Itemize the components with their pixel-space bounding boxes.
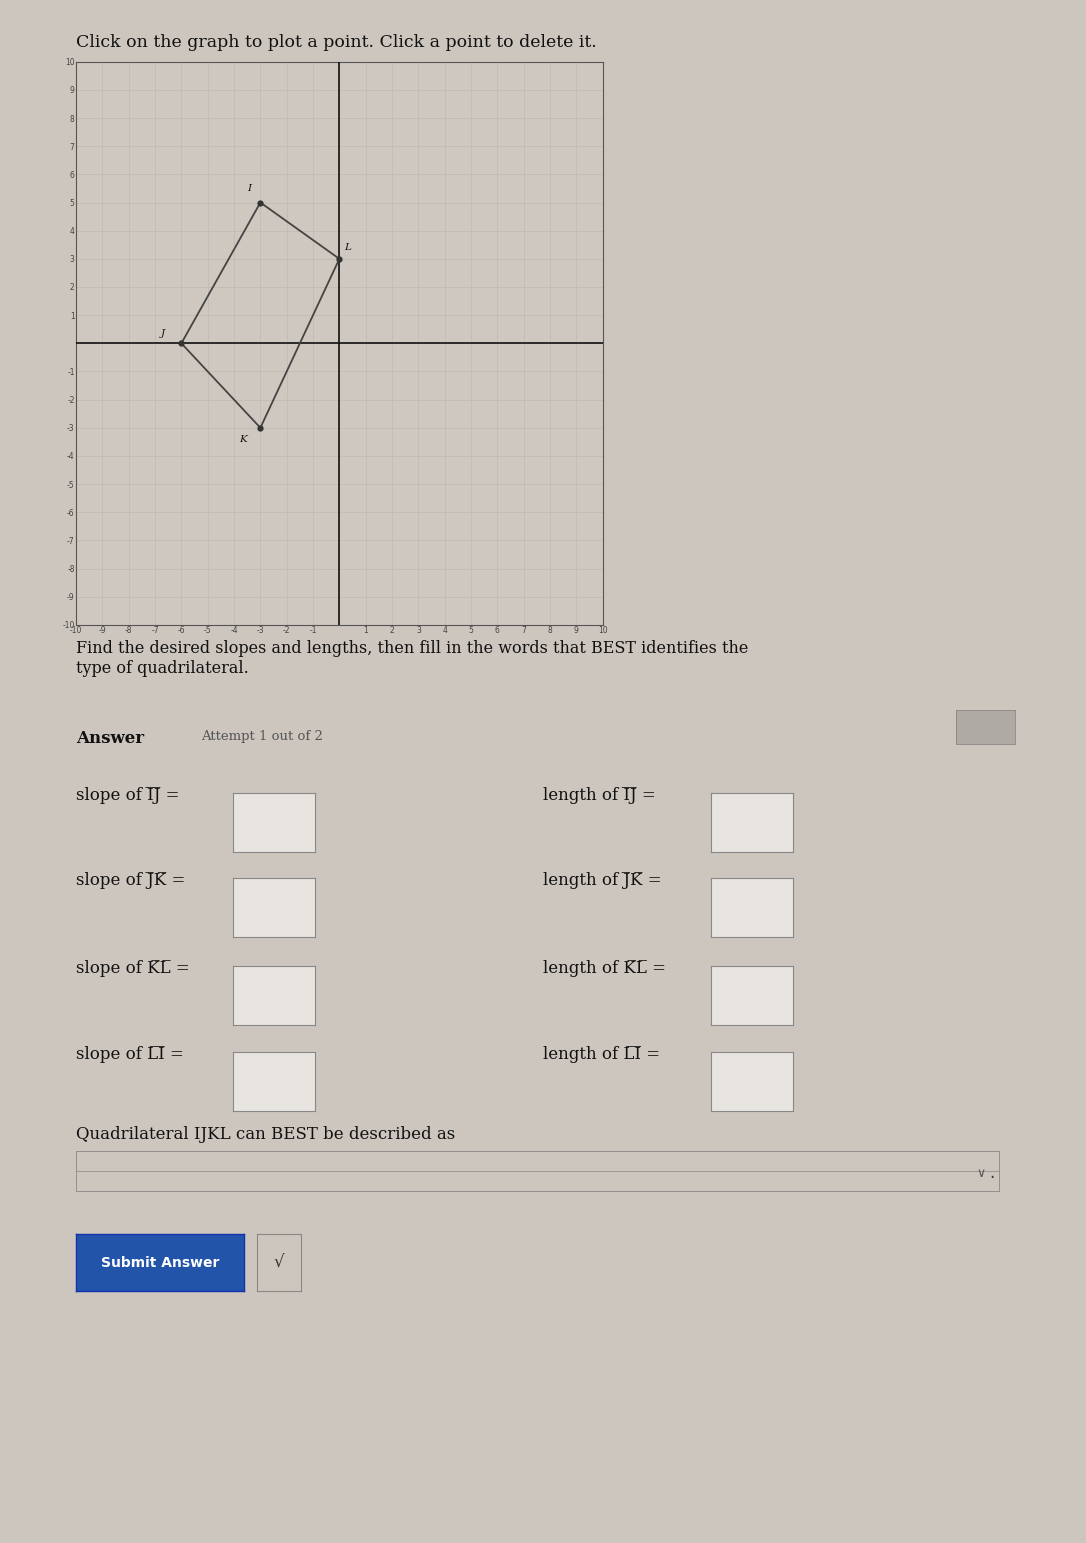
Text: length of L̅I̅ =: length of L̅I̅ =	[543, 1046, 660, 1063]
Text: slope of I̅J̅ =: slope of I̅J̅ =	[76, 787, 179, 804]
Text: J: J	[161, 329, 164, 338]
Text: Attempt 1 out of 2: Attempt 1 out of 2	[201, 730, 323, 742]
Text: I: I	[248, 184, 251, 193]
Text: slope of J̅K̅ =: slope of J̅K̅ =	[76, 872, 186, 889]
Text: ∨: ∨	[976, 1167, 985, 1180]
Text: Click on the graph to plot a point. Click a point to delete it.: Click on the graph to plot a point. Clic…	[76, 34, 597, 51]
Text: length of I̅J̅ =: length of I̅J̅ =	[543, 787, 656, 804]
Text: slope of L̅I̅ =: slope of L̅I̅ =	[76, 1046, 184, 1063]
Text: length of J̅K̅ =: length of J̅K̅ =	[543, 872, 661, 889]
Text: Submit Answer: Submit Answer	[101, 1256, 219, 1270]
Text: K: K	[239, 435, 247, 444]
Text: Answer: Answer	[76, 730, 144, 747]
Text: Quadrilateral IJKL can BEST be described as: Quadrilateral IJKL can BEST be described…	[76, 1126, 455, 1143]
Text: √: √	[274, 1254, 285, 1271]
Text: .: .	[989, 1163, 995, 1182]
Text: Find the desired slopes and lengths, then fill in the words that BEST identifies: Find the desired slopes and lengths, the…	[76, 640, 748, 677]
Text: L: L	[344, 244, 352, 253]
Text: length of K̅L̅ =: length of K̅L̅ =	[543, 960, 666, 977]
Text: slope of K̅L̅ =: slope of K̅L̅ =	[76, 960, 190, 977]
